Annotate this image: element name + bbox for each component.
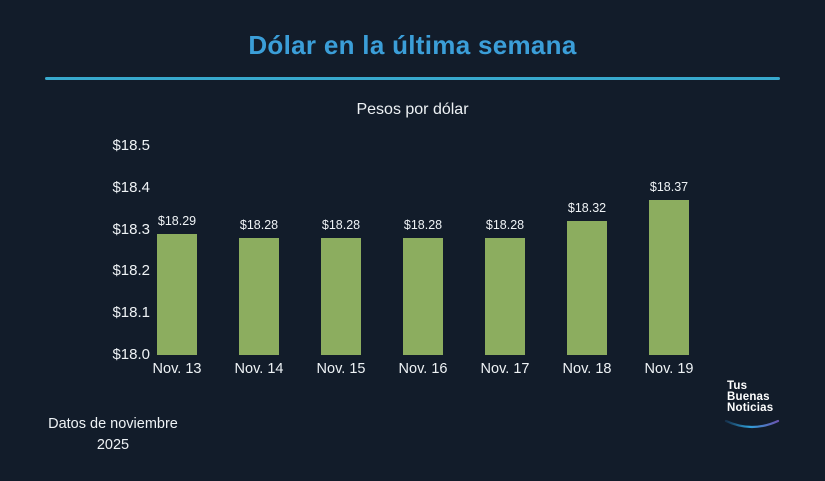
logo-swoosh-icon — [724, 419, 780, 429]
bar-value-label: $18.28 — [403, 217, 443, 232]
brand-logo: Tus Buenas Noticias — [724, 380, 797, 433]
bar — [321, 237, 361, 355]
bar-value-label: $18.28 — [485, 217, 525, 232]
brand-logo-line-1: Tus — [727, 380, 748, 392]
source-note: Datos de noviembre 2025 — [43, 414, 183, 456]
bar — [649, 200, 689, 355]
brand-logo-line-3: Noticias — [727, 402, 774, 414]
bar-value-label: $18.32 — [567, 201, 607, 216]
bar — [239, 237, 279, 355]
x-axis-label: Nov. 15 — [316, 361, 366, 377]
title-divider — [45, 77, 780, 80]
x-axis-label: Nov. 14 — [234, 361, 284, 377]
y-axis-tick-label: $18.0 — [112, 346, 150, 363]
x-axis-label: Nov. 18 — [562, 361, 612, 377]
bar — [403, 237, 443, 355]
x-axis-label: Nov. 16 — [398, 361, 448, 377]
source-line-1: Datos de noviembre — [48, 416, 178, 432]
bar-value-label: $18.29 — [157, 213, 197, 228]
chart-title: Dólar en la última semana — [248, 30, 577, 60]
y-axis-tick-label: $18.4 — [112, 178, 150, 196]
bar — [157, 233, 197, 355]
source-line-2: 2025 — [96, 437, 130, 453]
x-axis-label: Nov. 13 — [152, 361, 202, 377]
y-axis-tick-label: $18.5 — [112, 137, 150, 154]
bar — [567, 221, 607, 355]
bar — [485, 237, 525, 355]
bar-value-label: $18.28 — [239, 217, 279, 232]
y-axis-tick-label: $18.1 — [112, 304, 150, 322]
chart-subtitle: Pesos por dólar — [356, 101, 469, 118]
brand-logo-text: Tus Buenas Noticias — [727, 380, 797, 414]
y-axis-tick-label: $18.3 — [112, 220, 150, 238]
x-axis-label: Nov. 17 — [480, 361, 530, 377]
x-axis-label: Nov. 19 — [644, 361, 694, 377]
brand-logo-line-2: Buenas — [727, 391, 770, 403]
bar-value-label: $18.37 — [649, 180, 689, 195]
y-axis-tick-label: $18.2 — [112, 262, 150, 280]
bar-value-label: $18.28 — [321, 217, 361, 232]
